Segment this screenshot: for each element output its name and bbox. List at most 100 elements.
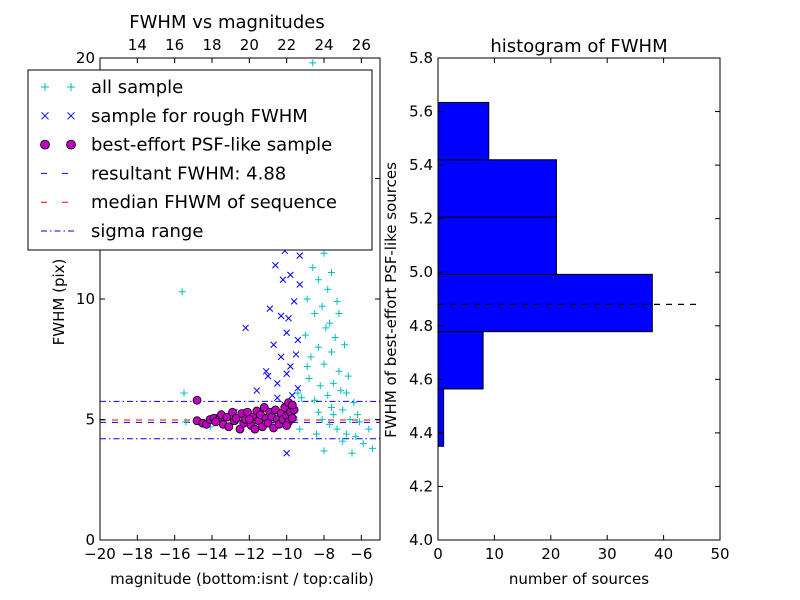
all-sample-point (318, 416, 326, 423)
rough-fwhm-sample-point (294, 384, 302, 392)
histogram-bar (437, 331, 484, 390)
psf-like-sample-point (231, 413, 241, 423)
scatter-chart: FWHM vs magnitudes −20 −18 −16 −14 −12 −10 −8−… (27, 12, 381, 588)
histogram-bar (437, 159, 557, 218)
psf-like-sample-point (211, 417, 221, 427)
scatter-top-tick-label: 26 (352, 36, 371, 54)
all-sample-point (296, 425, 304, 433)
legend-plus-marker (41, 83, 49, 91)
histogram-y-tick-label: 4.6 (409, 370, 433, 388)
scatter-chart-title: FWHM vs magnitudes (129, 12, 324, 33)
scatter-plot-area: −20 −18 −16 −14 −12 −10 −8 −6 14 16 18 20 22 24 26 0 5 10… (76, 36, 381, 563)
psf-like-sample-point (244, 415, 254, 424)
legend-label: sample for rough FWHM (91, 106, 308, 127)
all-sample-point (327, 403, 335, 411)
histogram-x-tick-label: 10 (485, 545, 504, 563)
all-sample-point (337, 387, 345, 395)
legend-plus-marker (67, 83, 75, 91)
all-sample-point (324, 391, 332, 399)
histogram-y-tick-label: 4.2 (409, 477, 433, 495)
all-sample-point (348, 449, 356, 457)
all-sample-point (303, 362, 311, 370)
all-sample-point (339, 406, 347, 414)
psf-like-sample-point (250, 424, 260, 434)
psf-like-sample-point (222, 412, 232, 422)
all-sample-point (180, 389, 188, 397)
rough-fwhm-sample-point (292, 351, 300, 358)
scatter-x-tick-label: −8 (313, 545, 335, 563)
all-sample-point (320, 447, 328, 455)
scatter-top-tick-label: 24 (314, 36, 333, 54)
all-sample-point (350, 399, 358, 407)
scatter-marks (100, 59, 380, 457)
all-sample-point (355, 418, 363, 426)
scatter-x-axis-label: magnitude (bottom:isnt / top:calib) (110, 570, 374, 588)
rough-fwhm-sample-point (273, 394, 281, 402)
legend-x-marker (41, 111, 49, 120)
all-sample-point (327, 348, 335, 356)
all-sample-point (314, 276, 322, 284)
rough-fwhm-sample-point (273, 379, 281, 387)
all-sample-point (303, 295, 311, 303)
histogram-frame (437, 57, 721, 541)
rough-fwhm-sample-point (287, 271, 294, 279)
histogram-x-tick-label: 30 (598, 545, 617, 563)
histogram-x-tick-label: 40 (654, 545, 673, 563)
legend-label: resultant FWHM: 4.88 (91, 163, 286, 184)
all-sample-point (318, 302, 326, 310)
legend-label: sigma range (91, 221, 203, 242)
all-sample-point (322, 324, 330, 332)
psf-like-sample-point (287, 413, 297, 423)
all-sample-point (335, 367, 343, 375)
rough-fwhm-sample-point (290, 298, 298, 305)
all-sample-point (333, 297, 341, 305)
rough-fwhm-sample-point (264, 372, 272, 380)
all-sample-point (307, 353, 315, 361)
all-sample-point (341, 341, 349, 349)
all-sample-point (354, 411, 362, 419)
all-sample-point (314, 408, 322, 416)
all-sample-point (298, 394, 306, 402)
histogram-y-tick-label: 5.6 (409, 103, 433, 121)
rough-fwhm-sample-point (296, 281, 304, 288)
all-sample-point (342, 389, 350, 397)
legend-circle-marker (40, 139, 50, 150)
all-sample-point (352, 432, 360, 440)
legend-box (27, 69, 373, 251)
all-sample-point (178, 288, 186, 296)
histogram-title: histogram of FWHM (490, 36, 667, 57)
histogram-y-tick-label: 4.4 (409, 424, 433, 442)
histogram-y-tick-label: 5.4 (409, 156, 433, 174)
scatter-top-tick-label: 16 (165, 36, 184, 54)
scatter-x-tick-label: −16 (159, 545, 191, 563)
histogram-y-tick-label: 5.8 (409, 49, 433, 67)
histogram-x-tick-label: 0 (433, 545, 443, 563)
all-sample-point (329, 379, 337, 387)
histogram-x-axis-label: number of sources (509, 570, 649, 588)
all-sample-point (301, 331, 309, 339)
histogram-bar (437, 101, 490, 161)
all-sample-point (313, 430, 321, 438)
histogram-y-tick-label: 4.0 (409, 531, 433, 549)
all-sample-point (314, 343, 322, 351)
scatter-top-tick-label: 14 (128, 36, 147, 54)
scatter-x-tick-label: −18 (122, 545, 154, 563)
psf-like-sample-point (224, 422, 234, 432)
all-sample-point (342, 430, 350, 438)
scatter-x-tick-label: −14 (196, 545, 228, 563)
histogram-y-tick-label: 4.8 (409, 317, 433, 335)
psf-like-sample-point (259, 403, 269, 412)
legend-x-marker (67, 111, 75, 120)
all-sample-point (305, 375, 313, 383)
all-sample-point (320, 249, 328, 257)
rough-fwhm-sample-point (296, 252, 304, 259)
rough-fwhm-sample-point (283, 449, 291, 457)
all-sample-point (365, 425, 373, 433)
all-sample-point (333, 425, 341, 433)
scatter-y-tick-label: 0 (85, 531, 95, 549)
all-sample-point (326, 420, 334, 428)
scatter-y-tick-label: 10 (76, 290, 95, 308)
all-sample-point (324, 285, 332, 293)
rough-fwhm-sample-point (294, 336, 302, 344)
all-sample-point (326, 319, 334, 327)
